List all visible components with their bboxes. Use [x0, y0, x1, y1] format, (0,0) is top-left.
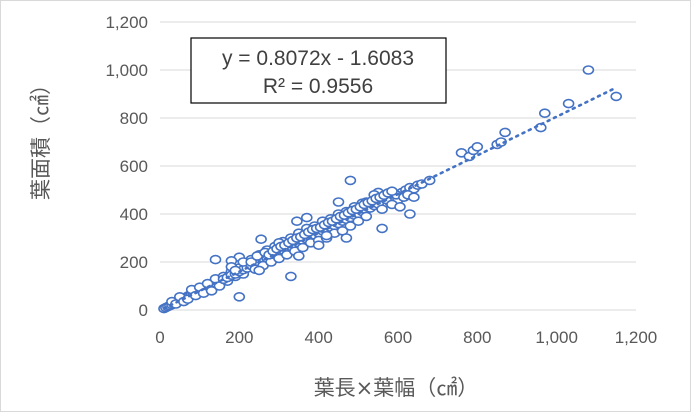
data-point — [253, 265, 266, 276]
data-point — [499, 127, 511, 138]
trendline — [162, 86, 618, 310]
x-tick-label: 1,200 — [615, 328, 658, 347]
y-axis-title: 葉面積（㎠） — [29, 74, 53, 200]
data-point — [205, 285, 218, 296]
data-point — [340, 233, 353, 243]
data-point — [582, 65, 595, 75]
x-axis-ticks: 0 200 400 600 800 1,000 1,200 — [155, 328, 657, 347]
x-tick-label: 600 — [384, 328, 412, 347]
y-tick-label: 1,000 — [105, 61, 148, 80]
data-point — [291, 216, 303, 226]
data-point — [423, 175, 436, 186]
data-point — [360, 211, 373, 222]
y-tick-label: 400 — [120, 205, 148, 224]
y-tick-label: 0 — [139, 301, 148, 320]
data-point — [562, 98, 575, 109]
data-point — [376, 204, 388, 214]
data-point — [255, 234, 267, 244]
x-tick-label: 800 — [463, 328, 491, 347]
data-point — [300, 212, 313, 223]
trendline-equation-box: y = 0.8072x - 1.6083 R² = 0.9556 — [190, 37, 447, 104]
data-point — [233, 291, 246, 302]
data-point — [404, 209, 416, 219]
data-point — [352, 216, 365, 226]
data-point — [394, 202, 406, 212]
x-axis-title: 葉長×葉幅（㎠） — [314, 376, 479, 400]
data-point — [386, 186, 398, 196]
y-tick-label: 200 — [120, 253, 148, 272]
y-tick-label: 800 — [120, 109, 148, 128]
data-point — [312, 240, 325, 250]
data-point — [320, 230, 333, 241]
x-tick-label: 400 — [304, 328, 332, 347]
y-tick-label: 600 — [120, 157, 148, 176]
data-point — [296, 242, 309, 253]
y-tick-label: 1,200 — [105, 13, 148, 32]
trendline-equation: y = 0.8072x - 1.6083 — [222, 47, 414, 70]
trendline-r-squared: R² = 0.9556 — [263, 75, 373, 98]
data-point — [332, 197, 345, 207]
x-tick-label: 0 — [155, 328, 164, 347]
data-point — [610, 91, 623, 102]
y-axis-ticks: 0 200 400 600 800 1,000 1,200 — [105, 13, 148, 320]
x-tick-label: 1,000 — [535, 328, 578, 347]
data-point — [344, 175, 357, 186]
data-point — [292, 251, 305, 261]
data-points — [158, 65, 623, 314]
x-tick-label: 200 — [225, 328, 253, 347]
data-point — [344, 221, 357, 231]
data-point — [408, 192, 420, 202]
data-point — [285, 271, 297, 282]
data-point — [538, 108, 551, 118]
data-point — [376, 223, 388, 234]
data-point — [209, 254, 222, 265]
data-point — [471, 142, 484, 152]
